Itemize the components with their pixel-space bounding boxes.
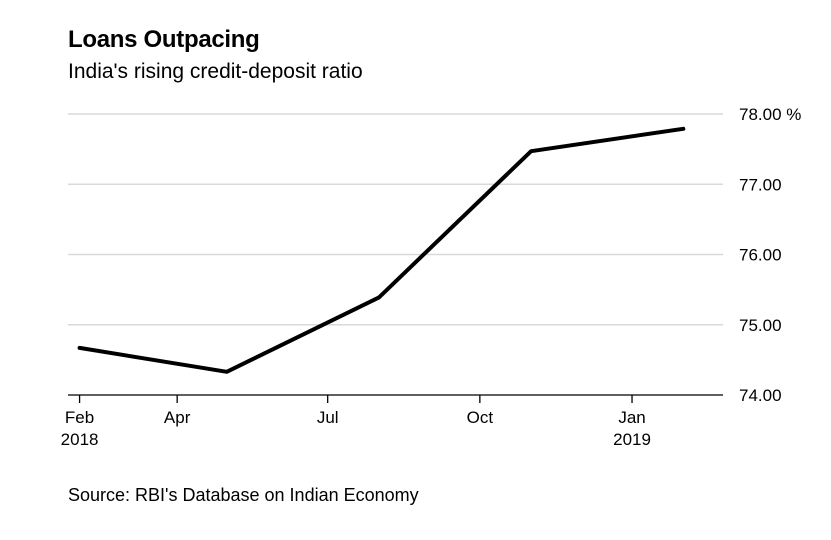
- chart-subtitle: India's rising credit-deposit ratio: [68, 60, 363, 83]
- x-tick-label: Jul: [317, 408, 339, 427]
- y-tick-label: 74.00: [739, 386, 782, 405]
- y-tick-label: 78.00 %: [739, 105, 801, 124]
- y-tick-label: 77.00: [739, 175, 782, 194]
- y-tick-label: 76.00: [739, 246, 782, 265]
- chart-title: Loans Outpacing: [68, 26, 260, 53]
- y-tick-label: 75.00: [739, 316, 782, 335]
- x-tick-label: Apr: [164, 408, 191, 427]
- x-tick-sublabel: 2019: [613, 430, 651, 449]
- x-tick-label: Oct: [467, 408, 494, 427]
- x-tick-label: Jan: [618, 408, 645, 427]
- x-tick-label: Feb: [65, 408, 94, 427]
- source-note: Source: RBI's Database on Indian Economy: [68, 485, 419, 505]
- x-tick-sublabel: 2018: [61, 430, 99, 449]
- series-line: [77, 126, 686, 374]
